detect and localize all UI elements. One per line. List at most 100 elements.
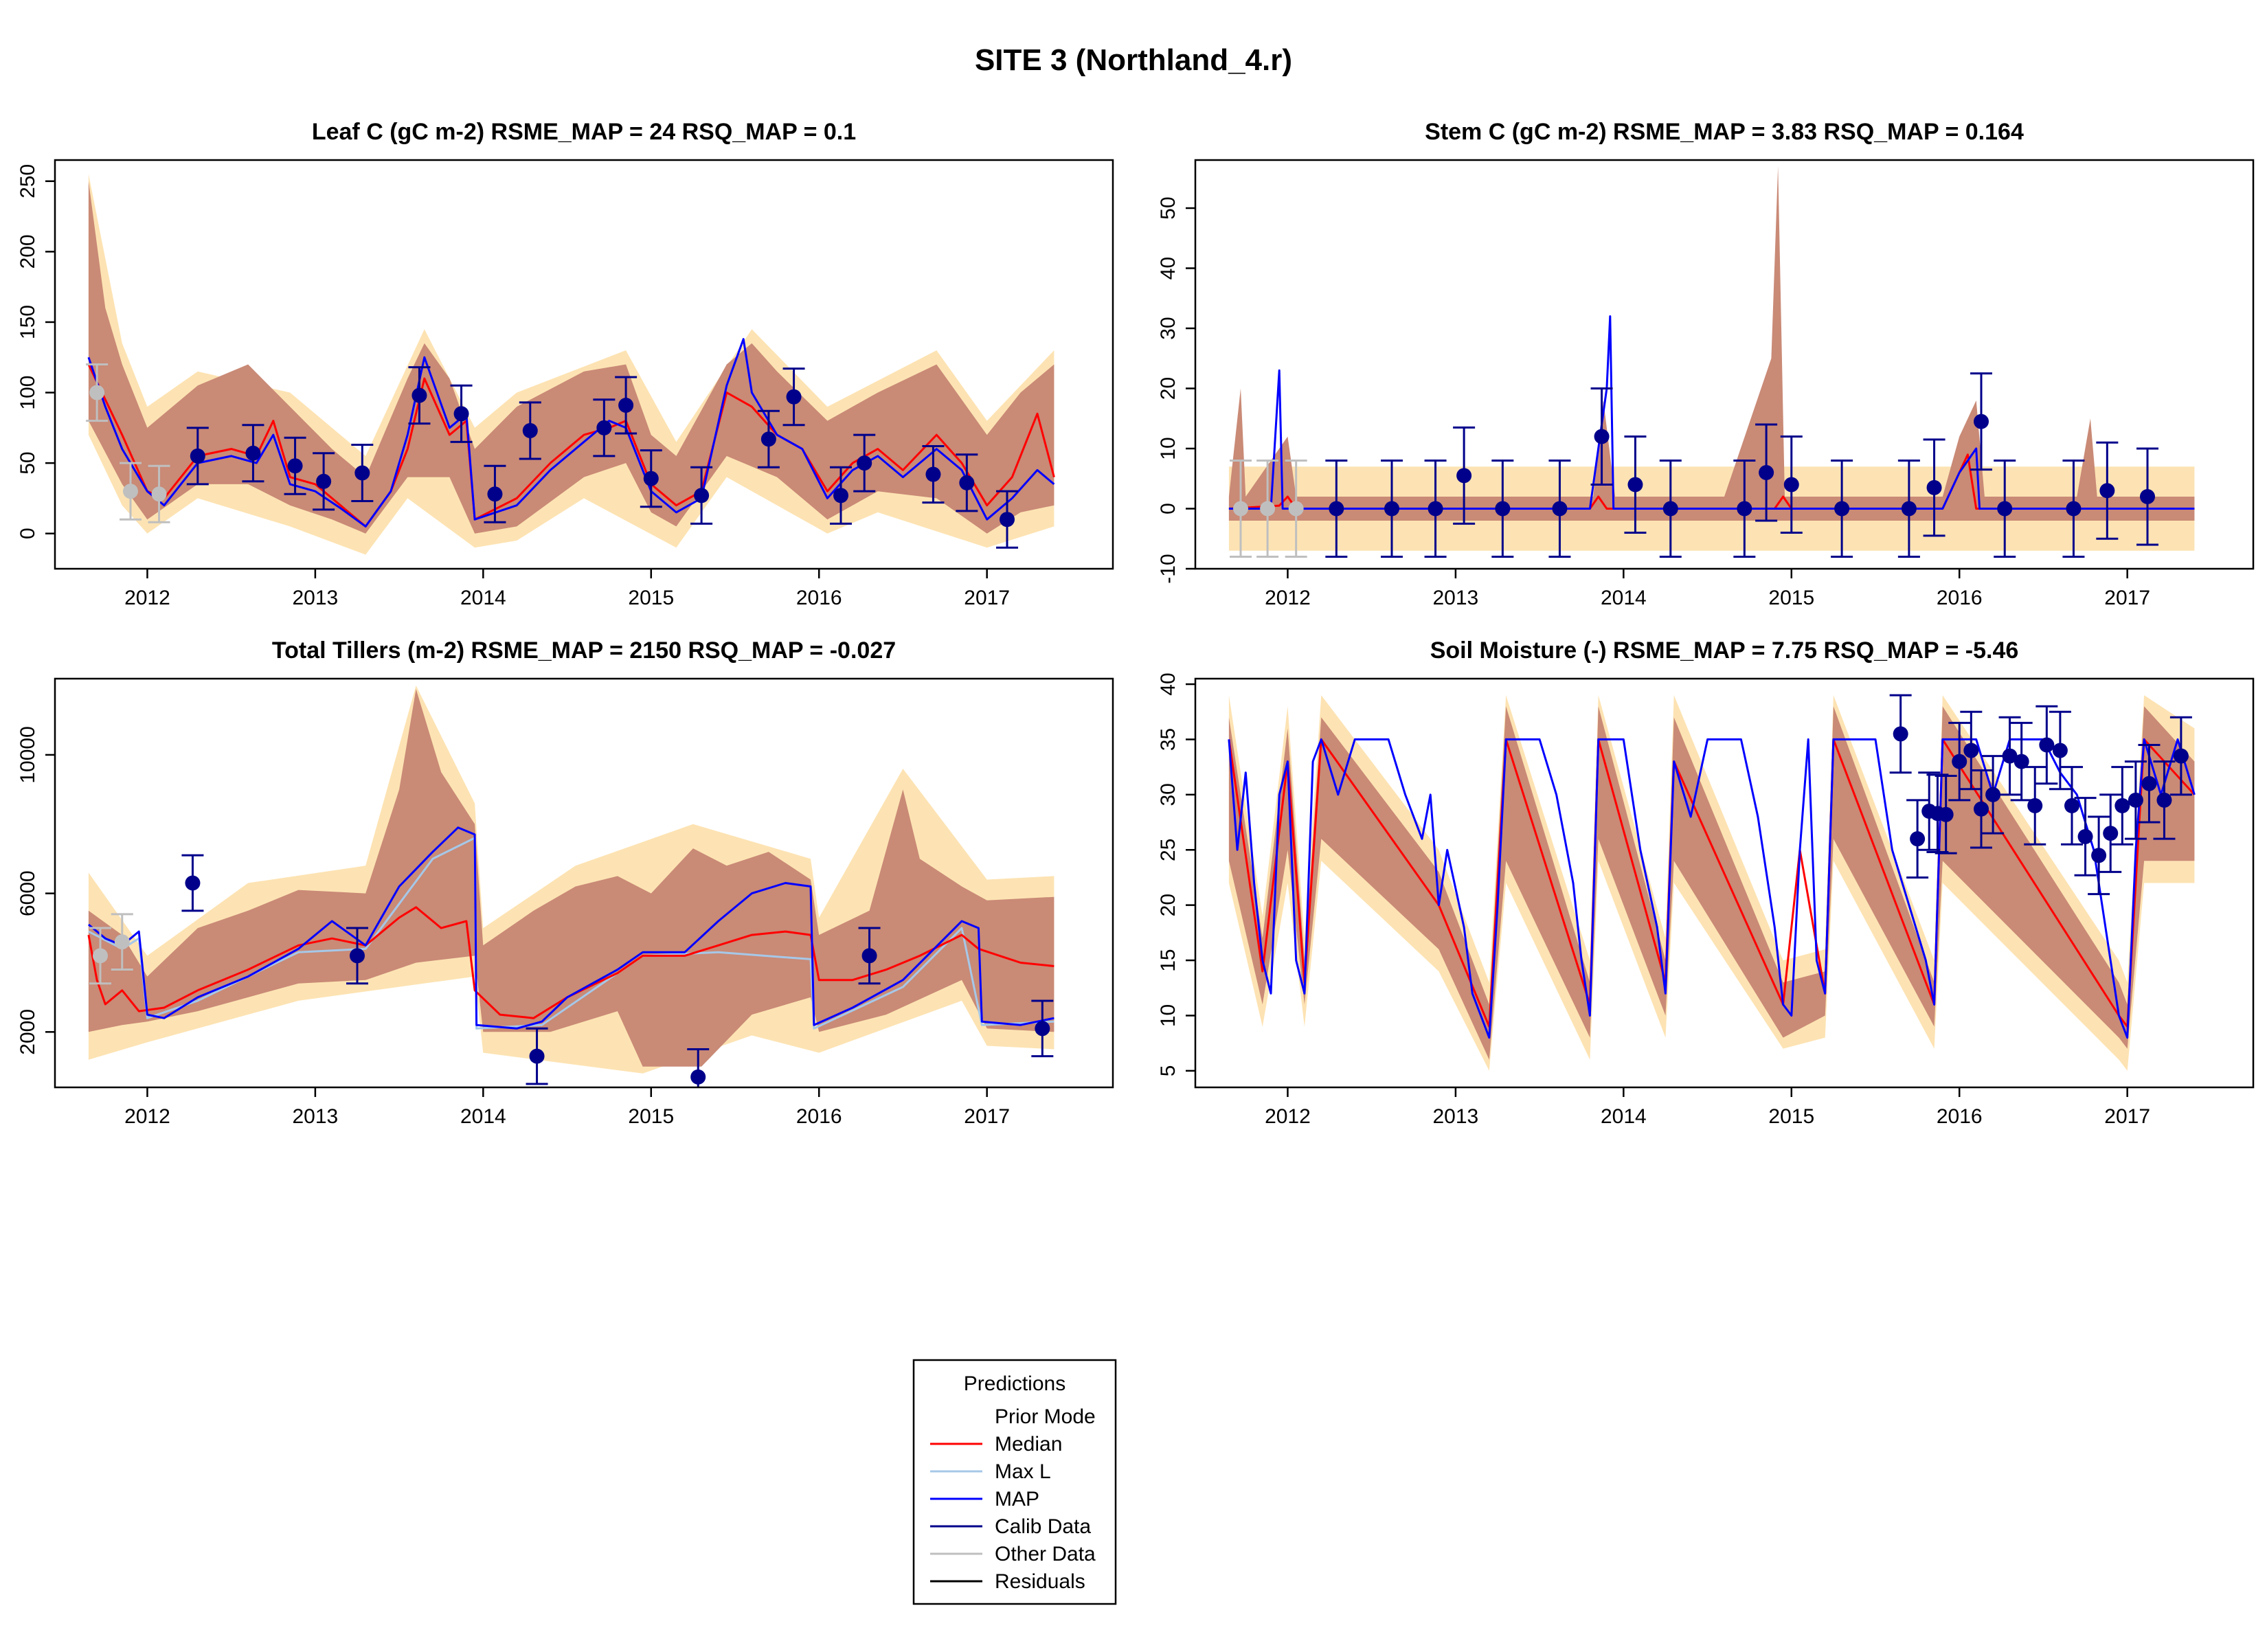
legend-item-map: MAP	[930, 1488, 1039, 1510]
calib-data-point	[2124, 760, 2147, 840]
calib-data-point-marker	[453, 406, 469, 422]
calib-data-point	[2096, 441, 2119, 540]
panel-frame	[54, 677, 1114, 1089]
x-tick-label: 2012	[124, 587, 170, 609]
calib-data-point	[1906, 799, 1929, 879]
calib-data-point-marker	[2128, 792, 2143, 808]
calib-data-point	[484, 464, 506, 523]
calib-data-point-marker	[287, 458, 303, 474]
y-tick-label: 10	[1157, 1004, 1180, 1027]
panel-frame	[54, 159, 1114, 570]
calib-data-point	[1970, 769, 1992, 849]
calib-data-point	[181, 854, 204, 912]
y-tick-label: 20	[1157, 894, 1180, 916]
calib-data-point	[956, 453, 978, 512]
panel-title: Total Tillers (m-2) RSME_MAP = 2150 RSQ_…	[272, 637, 896, 664]
calib-data-point-marker	[694, 488, 710, 503]
panel-1: Leaf C (gC m-2) RSME_MAP = 24 RSQ_MAP = …	[16, 119, 1114, 609]
other-data-point	[148, 464, 170, 523]
calib-data-point-marker	[1893, 726, 1908, 742]
calib-data-point	[690, 466, 713, 525]
calib-data-point-marker	[857, 455, 872, 471]
y-tick-label: 2000	[16, 1009, 39, 1055]
calib-data-point-marker	[2039, 737, 2055, 753]
x-tick-label: 2017	[2104, 1105, 2150, 1128]
y-tick-label: -10	[1157, 554, 1180, 583]
calib-data-point-marker	[2099, 483, 2115, 499]
calib-data-point-marker	[1901, 501, 1917, 517]
calib-data-point-marker	[2002, 748, 2018, 764]
calib-data-point	[2035, 705, 2058, 785]
calib-data-point-marker	[1926, 479, 1942, 495]
calib-data-point-marker	[596, 420, 612, 435]
calib-data-point	[1424, 460, 1447, 558]
panel-4: Soil Moisture (-) RSME_MAP = 7.75 RSQ_MA…	[1157, 637, 2255, 1128]
x-tick-label: 2016	[796, 1105, 842, 1128]
x-tick-label: 2013	[1433, 587, 1479, 609]
calib-data-point-marker	[350, 948, 365, 964]
calib-data-point	[1970, 372, 1992, 471]
panel-frame	[1194, 677, 2255, 1089]
panel-3: Total Tillers (m-2) RSME_MAP = 2150 RSQ_…	[16, 637, 1114, 1128]
calib-data-point	[2061, 766, 2083, 846]
x-tick-label: 2016	[1937, 587, 1983, 609]
calib-data-point-marker	[1834, 501, 1850, 517]
legend-label: Max L	[995, 1460, 1051, 1483]
calib-data-point-marker	[833, 488, 848, 503]
calib-data-point-marker	[1974, 801, 1989, 817]
x-tick-label: 2015	[1768, 587, 1814, 609]
calib-data-point	[1998, 716, 2021, 796]
calib-data-point-marker	[1384, 501, 1399, 517]
panel-frame	[1194, 159, 2255, 570]
calib-data-point	[1923, 438, 1945, 537]
calib-data-point-marker	[760, 431, 776, 447]
y-tick-label: 15	[1157, 949, 1180, 971]
calib-data-point-marker	[1952, 754, 1967, 769]
calib-data-point-marker	[2091, 848, 2107, 863]
y-tick-label: 5	[1157, 1065, 1180, 1077]
calib-data-point	[1994, 460, 2016, 558]
calib-data-point-marker	[245, 445, 261, 461]
calib-data-point	[1624, 435, 1647, 534]
map-line	[87, 826, 1054, 1030]
other-data-point	[120, 462, 142, 521]
x-tick-label: 2017	[964, 1105, 1010, 1128]
calib-data-point-marker	[2066, 501, 2082, 517]
calib-data-point-marker	[2173, 748, 2189, 764]
map-line	[1228, 738, 2196, 1039]
calib-data-point	[2099, 793, 2122, 873]
calib-data-point	[1733, 460, 1756, 558]
x-tick-label: 2015	[1768, 1105, 1814, 1128]
calib-data-point-marker	[1783, 477, 1799, 493]
other-data-point-marker	[1260, 501, 1276, 517]
calib-data-point-marker	[1035, 1021, 1050, 1037]
calib-data-point-marker	[1737, 501, 1752, 517]
calib-data-point	[858, 927, 881, 985]
calib-data-point	[615, 376, 638, 435]
calib-data-point-marker	[1428, 501, 1443, 517]
panel-title: Stem C (gC m-2) RSME_MAP = 3.83 RSQ_MAP …	[1425, 119, 2024, 145]
calib-data-point-marker	[2140, 489, 2155, 504]
y-tick-label: 20	[1157, 377, 1180, 400]
calib-data-point-marker	[2114, 797, 2130, 813]
other-data-point	[86, 363, 109, 422]
calib-data-point	[1935, 775, 1957, 855]
legend-item-other-data: Other Data	[930, 1543, 1096, 1565]
legend-label: Median	[995, 1433, 1062, 1456]
other-data-point	[1256, 460, 1279, 558]
other-data-point	[89, 927, 111, 985]
other-data-point-marker	[151, 486, 167, 502]
calib-data-point	[1031, 999, 1054, 1058]
calib-data-point-marker	[1997, 501, 2013, 517]
y-tick-label: 250	[16, 164, 39, 199]
legend-item-max-l: Max L	[930, 1460, 1051, 1483]
calib-data-point	[922, 445, 945, 504]
calib-data-point-marker	[185, 875, 201, 891]
y-tick-label: 10000	[16, 726, 39, 783]
legend-title: Predictions	[964, 1372, 1065, 1395]
other-data-point-marker	[1233, 501, 1248, 517]
x-tick-label: 2014	[1601, 587, 1647, 609]
panel-2: Stem C (gC m-2) RSME_MAP = 3.83 RSQ_MAP …	[1157, 119, 2255, 609]
y-tick-label: 150	[16, 305, 39, 339]
